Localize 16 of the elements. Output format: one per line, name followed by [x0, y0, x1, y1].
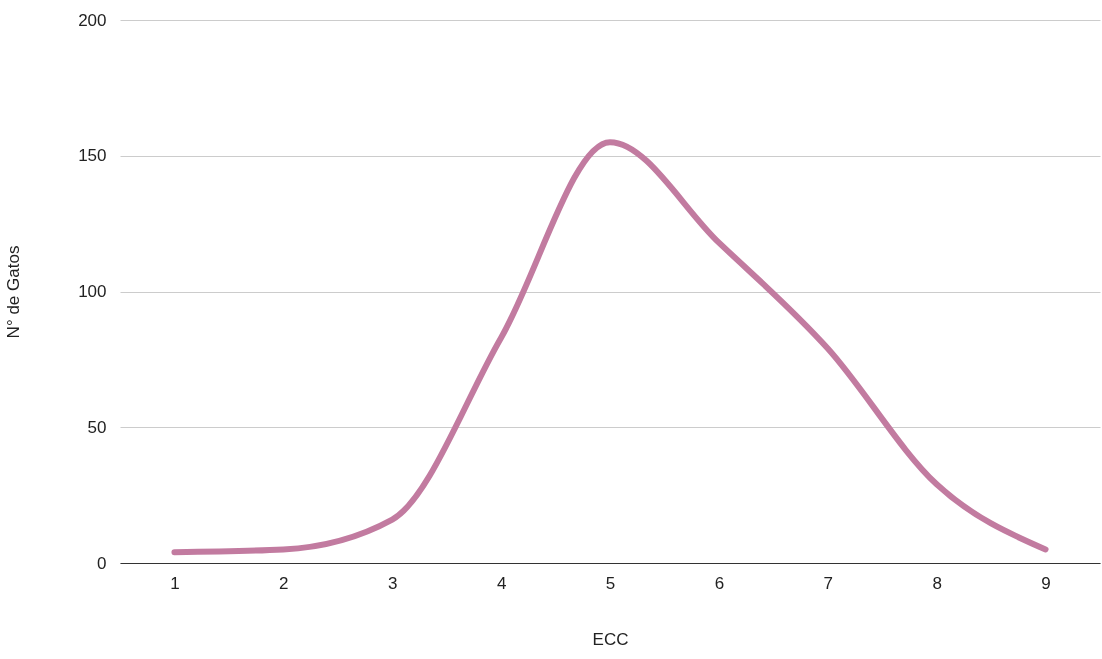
x-tick-label: 7	[823, 573, 834, 593]
x-tick-label: 8	[932, 573, 942, 593]
y-tick-label: 150	[78, 146, 107, 166]
y-tick-label: 100	[78, 282, 107, 301]
x-axis-title: ECC	[592, 629, 629, 649]
x-tick-label: 6	[714, 573, 725, 593]
y-tick-label: 0	[97, 553, 107, 573]
x-tick-label: 4	[496, 573, 507, 593]
x-tick-label: 2	[279, 573, 289, 593]
y-tick-label: 50	[87, 417, 107, 437]
x-tick-label: 3	[387, 573, 398, 593]
y-tick-label: 200	[78, 10, 107, 30]
x-tick-label: 5	[605, 573, 616, 593]
x-tick-label: 9	[1041, 573, 1051, 593]
x-tick-label: 1	[170, 573, 180, 593]
y-axis-title: N° de Gatos	[4, 245, 24, 339]
